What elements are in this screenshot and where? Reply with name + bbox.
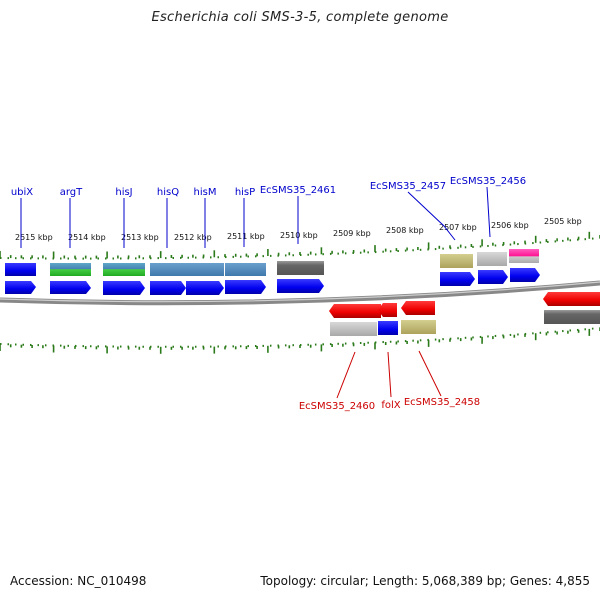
gene-label[interactable]: hisQ bbox=[157, 187, 179, 198]
scale-labels: 2515 kbp 2514 kbp 2513 kbp 2512 kbp 2511… bbox=[15, 217, 582, 242]
feature-box[interactable] bbox=[509, 249, 539, 263]
tick-label: 2506 kbp bbox=[491, 221, 529, 230]
cog-row-reverse bbox=[330, 310, 600, 336]
gene-arrow[interactable] bbox=[510, 268, 540, 282]
gene-arrow[interactable] bbox=[50, 281, 91, 294]
gene-labels-forward: ubiX argT hisJ hisQ hisM hisP EcSMS35_24… bbox=[11, 176, 526, 198]
scale-arc-lower bbox=[0, 327, 600, 348]
gene-arrow[interactable] bbox=[103, 281, 145, 295]
tick-label: 2507 kbp bbox=[439, 223, 477, 232]
feature-box[interactable] bbox=[277, 261, 324, 275]
label-leaders-forward bbox=[20, 186, 491, 248]
gene-arrow[interactable] bbox=[478, 270, 508, 284]
gene-arrow[interactable] bbox=[225, 280, 266, 294]
feature-box[interactable] bbox=[225, 263, 266, 276]
tick-label: 2505 kbp bbox=[544, 217, 582, 226]
genome-backbone bbox=[0, 280, 600, 306]
feature-box[interactable] bbox=[330, 322, 377, 336]
gene-label[interactable]: argT bbox=[60, 187, 83, 198]
gene-arrow[interactable] bbox=[329, 304, 381, 318]
tick-label: 2509 kbp bbox=[333, 229, 371, 238]
feature-box[interactable] bbox=[477, 252, 507, 266]
feature-box[interactable] bbox=[150, 263, 186, 276]
gene-label[interactable]: EcSMS35_2456 bbox=[450, 176, 526, 187]
scale-ticks-lower bbox=[0, 328, 600, 354]
feature-box[interactable] bbox=[440, 254, 473, 268]
feature-box[interactable] bbox=[544, 310, 600, 324]
gene-arrow[interactable] bbox=[277, 279, 324, 293]
tick-label: 2513 kbp bbox=[121, 233, 159, 242]
gene-label[interactable]: EcSMS35_2461 bbox=[260, 185, 336, 196]
gene-label[interactable]: hisJ bbox=[115, 187, 132, 198]
gene-label[interactable]: hisM bbox=[194, 187, 217, 198]
tick-label: 2515 kbp bbox=[15, 233, 53, 242]
accession-text: Accession: NC_010498 bbox=[10, 574, 147, 588]
gene-label[interactable]: EcSMS35_2457 bbox=[370, 181, 446, 192]
tick-label: 2514 kbp bbox=[68, 233, 106, 242]
gene-label[interactable]: EcSMS35_2458 bbox=[404, 397, 480, 408]
tick-label: 2508 kbp bbox=[386, 226, 424, 235]
feature-box[interactable] bbox=[103, 263, 145, 276]
feature-box[interactable] bbox=[50, 263, 91, 276]
gene-arrow[interactable] bbox=[543, 292, 600, 306]
feature-box[interactable] bbox=[5, 263, 36, 276]
feature-box[interactable] bbox=[401, 320, 436, 334]
gene-label[interactable]: folX bbox=[381, 400, 400, 411]
gene-labels-reverse: EcSMS35_2460 folX EcSMS35_2458 bbox=[299, 397, 480, 412]
scale-ticks-upper bbox=[0, 231, 600, 259]
gene-label[interactable]: EcSMS35_2460 bbox=[299, 401, 375, 412]
tick-label: 2512 kbp bbox=[174, 233, 212, 242]
gene-label[interactable]: ubiX bbox=[11, 187, 33, 198]
topology-text: Topology: circular; Length: 5,068,389 bp… bbox=[260, 574, 590, 588]
genes-reverse bbox=[329, 292, 600, 318]
label-leaders-reverse bbox=[336, 350, 442, 399]
genome-backbone-highlight bbox=[0, 281, 600, 303]
gene-label[interactable]: hisP bbox=[235, 187, 255, 198]
gene-arrow[interactable] bbox=[186, 281, 224, 295]
gene-arrow[interactable] bbox=[378, 303, 397, 317]
genes-forward bbox=[5, 268, 540, 295]
genome-title: Escherichia coli SMS-3-5, complete genom… bbox=[151, 10, 449, 25]
gene-arrow[interactable] bbox=[440, 272, 475, 286]
tick-label: 2511 kbp bbox=[227, 232, 265, 241]
tick-label: 2510 kbp bbox=[280, 231, 318, 240]
gene-arrow[interactable] bbox=[401, 301, 435, 315]
gene-arrow[interactable] bbox=[5, 281, 36, 294]
cog-row-forward bbox=[5, 249, 539, 276]
gene-arrow[interactable] bbox=[150, 281, 186, 295]
feature-box[interactable] bbox=[378, 321, 398, 335]
feature-box[interactable] bbox=[186, 263, 224, 276]
